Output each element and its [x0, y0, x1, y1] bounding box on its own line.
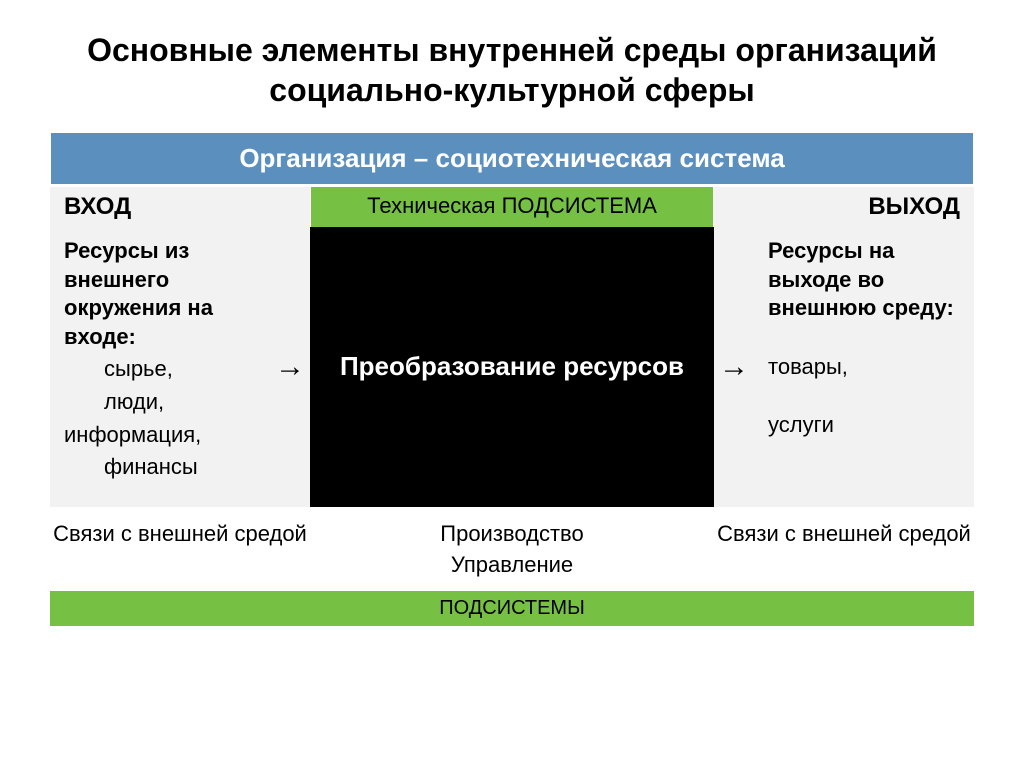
- header-input: ВХОД: [50, 187, 310, 227]
- input-item-raw: сырье,: [64, 355, 256, 384]
- banner-organization-system: Организация – социотехническая система: [50, 132, 974, 185]
- footer-left: Связи с внешней средой: [50, 515, 310, 585]
- body-input-resources: Ресурсы из внешнего окружения на входе: …: [50, 227, 270, 507]
- banner-subsystems: ПОДСИСТЕМЫ: [50, 591, 974, 626]
- input-item-finance: финансы: [64, 453, 256, 482]
- footer-right: Связи с внешней средой: [714, 515, 974, 585]
- footer-mid-management: Управление: [310, 550, 714, 581]
- body-output-resources: Ресурсы на выходе во внешнюю среду: това…: [754, 227, 974, 507]
- input-item-people: люди,: [64, 388, 256, 417]
- input-item-info: информация,: [64, 421, 256, 450]
- header-technical-subsystem: Техническая ПОДСИСТЕМА: [310, 187, 714, 227]
- slide-title: Основные элементы внутренней среды орган…: [50, 30, 974, 110]
- footer-middle: Производство Управление: [310, 515, 714, 585]
- body-row: Ресурсы из внешнего окружения на входе: …: [50, 227, 974, 507]
- input-resources-label: Ресурсы из внешнего окружения на входе:: [64, 237, 256, 351]
- arrow-in-icon: →: [270, 227, 310, 507]
- header-output: ВЫХОД: [714, 187, 974, 227]
- footer-mid-production: Производство: [310, 519, 714, 550]
- output-item-goods: товары,: [768, 353, 960, 382]
- output-item-services: услуги: [768, 411, 960, 440]
- output-resources-label: Ресурсы на выходе во внешнюю среду:: [768, 237, 960, 323]
- footer-row: Связи с внешней средой Производство Упра…: [50, 515, 974, 585]
- arrow-out-icon: →: [714, 227, 754, 507]
- body-transformation: Преобразование ресурсов: [310, 227, 714, 507]
- header-row: ВХОД Техническая ПОДСИСТЕМА ВЫХОД: [50, 187, 974, 227]
